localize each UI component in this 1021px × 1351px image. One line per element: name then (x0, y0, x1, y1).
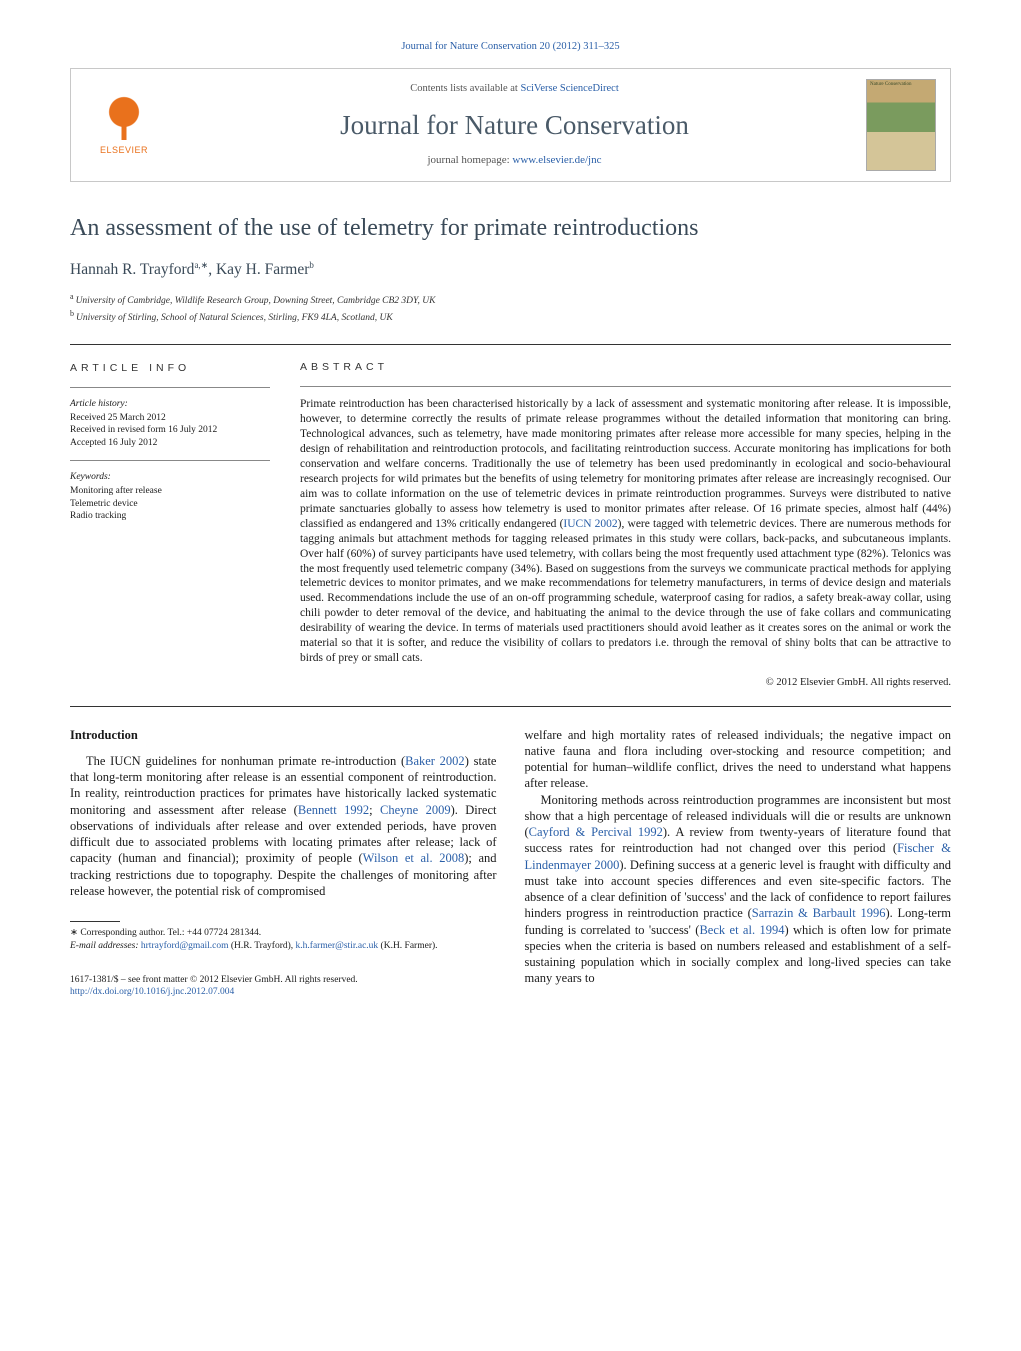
contents-prefix: Contents lists available at (410, 83, 520, 94)
article-info-head: article info (70, 361, 270, 375)
author-1: Hannah R. Trayford (70, 261, 194, 278)
footnotes: ∗ Corresponding author. Tel.: +44 07724 … (70, 927, 497, 952)
keyword: Monitoring after release (70, 485, 270, 498)
sciencedirect-link[interactable]: SciVerse ScienceDirect (520, 83, 618, 94)
history-accepted: Accepted 16 July 2012 (70, 437, 270, 450)
elsevier-tree-icon (100, 94, 148, 144)
intro-paragraph-2: Monitoring methods across reintroduction… (525, 792, 952, 987)
front-matter-line: 1617-1381/$ – see front matter © 2012 El… (70, 974, 497, 986)
header-center: Contents lists available at SciVerse Sci… (163, 82, 866, 167)
citation-link[interactable]: Cheyne 2009 (380, 803, 451, 817)
contents-line: Contents lists available at SciVerse Sci… (175, 82, 854, 96)
keyword: Radio tracking (70, 510, 270, 523)
keyword: Telemetric device (70, 498, 270, 511)
info-abstract-block: article info Article history: Received 2… (70, 344, 951, 707)
footnote-rule (70, 921, 120, 922)
keywords-label: Keywords: (70, 471, 270, 484)
history-received: Received 25 March 2012 (70, 412, 270, 425)
intro-paragraph-1: The IUCN guidelines for nonhuman primate… (70, 753, 497, 899)
corresponding-author: ∗ Corresponding author. Tel.: +44 07724 … (70, 927, 497, 939)
article-title: An assessment of the use of telemetry fo… (70, 212, 951, 244)
journal-title: Journal for Nature Conservation (175, 107, 854, 143)
email-link[interactable]: k.h.farmer@stir.ac.uk (296, 941, 379, 951)
homepage-prefix: journal homepage: (427, 154, 512, 166)
body-columns: Introduction The IUCN guidelines for non… (70, 727, 951, 999)
citation-link[interactable]: Beck et al. 1994 (699, 923, 784, 937)
author-sep: , (208, 261, 216, 278)
doi-link[interactable]: http://dx.doi.org/10.1016/j.jnc.2012.07.… (70, 987, 234, 997)
affiliation-a: aUniversity of Cambridge, Wildlife Resea… (70, 291, 951, 308)
divider (70, 460, 270, 461)
front-matter: 1617-1381/$ – see front matter © 2012 El… (70, 974, 497, 999)
abstract-text-1: Primate reintroduction has been characte… (300, 398, 951, 530)
journal-header: ELSEVIER Contents lists available at Sci… (70, 68, 951, 182)
affiliations: aUniversity of Cambridge, Wildlife Resea… (70, 291, 951, 326)
abstract-head: abstract (300, 361, 951, 375)
author-2: Kay H. Farmer (216, 261, 309, 278)
article-info: article info Article history: Received 2… (70, 361, 270, 690)
citation-link[interactable]: Bennett 1992 (298, 803, 369, 817)
intro-continuation: welfare and high mortality rates of rele… (525, 727, 952, 792)
divider (300, 386, 951, 387)
citation-link[interactable]: IUCN 2002 (563, 518, 617, 530)
author-2-sup: b (309, 260, 314, 270)
journal-reference: Journal for Nature Conservation 20 (2012… (70, 40, 951, 54)
citation-link[interactable]: Sarrazin & Barbault 1996 (752, 906, 886, 920)
abstract: abstract Primate reintroduction has been… (300, 361, 951, 690)
introduction-head: Introduction (70, 727, 497, 743)
affiliation-b: bUniversity of Stirling, School of Natur… (70, 308, 951, 325)
authors: Hannah R. Trayforda,∗, Kay H. Farmerb (70, 259, 951, 281)
journal-cover-thumbnail (866, 79, 936, 171)
copyright: © 2012 Elsevier GmbH. All rights reserve… (300, 676, 951, 690)
history-label: Article history: (70, 398, 270, 411)
email-link[interactable]: hrtrayford@gmail.com (141, 941, 229, 951)
citation-link[interactable]: Wilson et al. 2008 (363, 851, 465, 865)
journal-ref-link[interactable]: Journal for Nature Conservation 20 (2012… (401, 41, 619, 52)
history-revised: Received in revised form 16 July 2012 (70, 424, 270, 437)
publisher-name: ELSEVIER (100, 144, 148, 156)
left-column: Introduction The IUCN guidelines for non… (70, 727, 497, 999)
right-column: welfare and high mortality rates of rele… (525, 727, 952, 999)
email-addresses: E-mail addresses: hrtrayford@gmail.com (… (70, 940, 497, 952)
journal-homepage: journal homepage: www.elsevier.de/jnc (175, 153, 854, 168)
citation-link[interactable]: Cayford & Percival 1992 (529, 825, 663, 839)
homepage-link[interactable]: www.elsevier.de/jnc (512, 154, 601, 166)
divider (70, 387, 270, 388)
citation-link[interactable]: Baker 2002 (405, 754, 465, 768)
author-1-sup: a,∗ (194, 260, 208, 270)
abstract-text-2: ), were tagged with telemetric devices. … (300, 518, 951, 664)
publisher-logo: ELSEVIER (85, 94, 163, 156)
